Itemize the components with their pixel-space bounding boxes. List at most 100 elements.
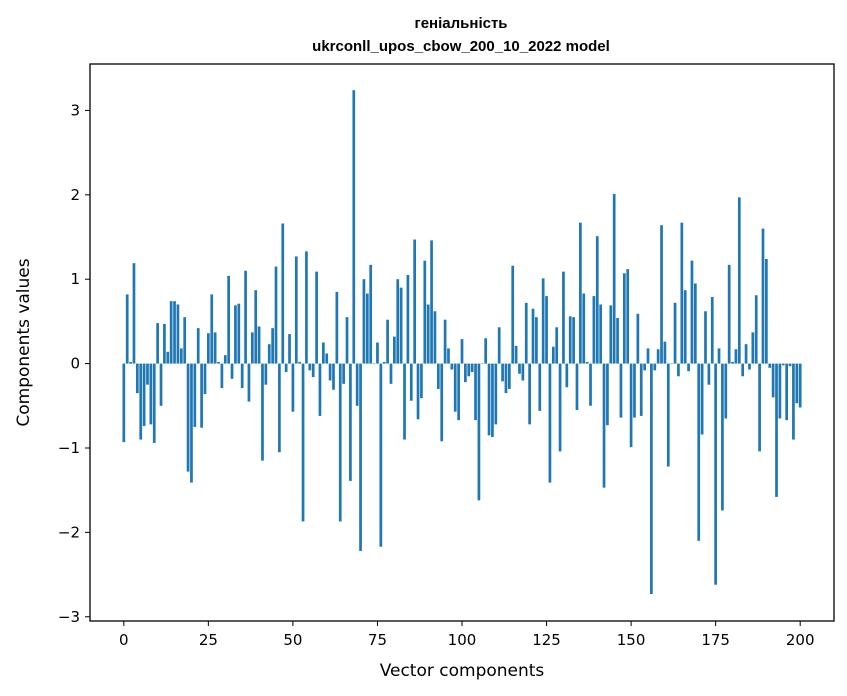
bar xyxy=(409,363,413,401)
bar xyxy=(633,363,636,418)
bar xyxy=(173,301,176,364)
bar xyxy=(717,348,721,364)
bar xyxy=(474,363,477,421)
bar xyxy=(775,363,778,497)
bar xyxy=(636,313,640,364)
bar xyxy=(528,363,531,425)
bar xyxy=(156,323,159,364)
bar xyxy=(193,363,197,427)
bar xyxy=(592,296,596,364)
bar xyxy=(423,260,427,364)
y-axis-ticks: −3 −2 −1 0 1 2 3 xyxy=(58,101,90,626)
bar xyxy=(352,90,356,364)
bar xyxy=(579,222,582,364)
bar xyxy=(501,363,504,382)
bar xyxy=(491,363,494,438)
bar xyxy=(626,269,630,364)
bar xyxy=(619,363,623,418)
bar xyxy=(203,363,207,394)
bar xyxy=(548,363,552,483)
bar xyxy=(179,348,183,364)
bar xyxy=(477,363,481,501)
bar xyxy=(436,363,440,389)
bar xyxy=(308,363,312,371)
bar xyxy=(190,363,193,483)
bar xyxy=(744,344,748,364)
bar xyxy=(524,302,528,364)
bar xyxy=(710,296,714,364)
bar xyxy=(122,363,126,443)
bar xyxy=(795,363,799,404)
bar xyxy=(751,332,755,364)
bar xyxy=(572,317,575,364)
bar xyxy=(761,228,765,364)
bars-group xyxy=(122,90,802,594)
x-tick-label: 0 xyxy=(119,631,129,649)
bar xyxy=(511,265,515,364)
chart-subtitle: ukrconll_upos_cbow_200_10_2022 model xyxy=(312,38,610,55)
bar xyxy=(278,363,281,453)
bar xyxy=(541,278,545,364)
bar xyxy=(261,363,264,461)
bar xyxy=(257,326,261,364)
bar xyxy=(318,363,322,416)
bar xyxy=(714,363,717,585)
bar xyxy=(507,363,511,389)
bar xyxy=(129,361,132,364)
bar xyxy=(230,363,234,379)
y-tick-label: 0 xyxy=(70,355,80,373)
bar xyxy=(758,363,761,452)
bar xyxy=(183,317,187,364)
bar xyxy=(599,304,603,364)
bar xyxy=(646,348,650,364)
bar xyxy=(396,279,400,364)
bar xyxy=(731,361,734,364)
bar xyxy=(430,240,433,364)
bar xyxy=(335,291,339,364)
bar xyxy=(484,338,488,364)
bar xyxy=(403,363,406,440)
bar xyxy=(612,193,616,364)
bar xyxy=(683,290,687,364)
bar xyxy=(748,363,751,370)
bar xyxy=(798,363,802,408)
bar xyxy=(139,363,143,440)
bar xyxy=(562,271,565,364)
bar xyxy=(788,363,792,367)
x-tick-label: 100 xyxy=(448,631,477,649)
bar xyxy=(365,293,369,364)
x-tick-label: 75 xyxy=(368,631,387,649)
bar xyxy=(281,223,285,364)
bar xyxy=(386,319,389,364)
bar xyxy=(497,327,501,364)
bar xyxy=(447,348,450,364)
bar xyxy=(163,323,166,364)
bar xyxy=(315,271,318,364)
bar xyxy=(294,256,298,364)
bar xyxy=(135,363,139,394)
bar xyxy=(690,260,694,364)
bar xyxy=(582,293,586,364)
y-tick-label: 3 xyxy=(70,101,80,119)
bar xyxy=(267,344,271,364)
bar xyxy=(504,363,508,394)
bar xyxy=(616,318,619,364)
bar xyxy=(602,363,606,488)
bar xyxy=(737,197,741,364)
bar xyxy=(264,363,268,385)
bar xyxy=(362,279,366,364)
bar xyxy=(440,363,444,442)
bar xyxy=(697,363,701,541)
bar xyxy=(399,287,403,364)
x-tick-label: 150 xyxy=(617,631,646,649)
bar xyxy=(220,363,224,389)
bar xyxy=(778,363,782,419)
bar xyxy=(210,294,214,364)
bar xyxy=(152,363,156,443)
bar xyxy=(237,303,241,364)
bar xyxy=(433,311,437,364)
bar xyxy=(521,363,525,381)
bar xyxy=(146,363,149,385)
bar xyxy=(416,363,420,420)
bar xyxy=(382,361,386,364)
